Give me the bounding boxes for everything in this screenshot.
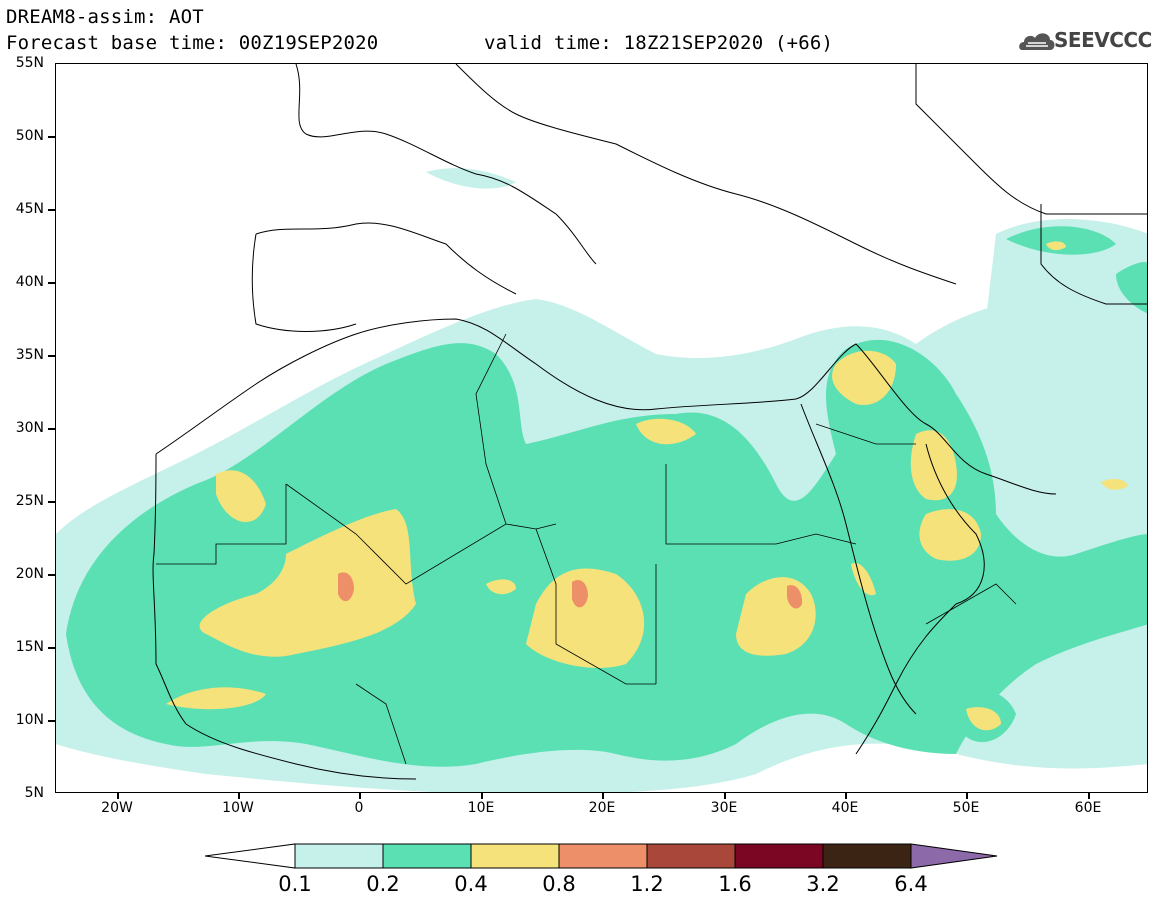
lat-label-50n: 50N	[15, 128, 44, 144]
lat-label-10n: 10N	[15, 712, 44, 728]
colorbar-label-1.2: 1.2	[630, 872, 664, 896]
lat-tick	[48, 355, 55, 357]
colorbar-segment-0.2	[382, 843, 472, 869]
map-canvas	[56, 64, 1147, 792]
aot-field-0.2	[66, 226, 1147, 767]
colorbar-label-0.8: 0.8	[542, 872, 576, 896]
colorbar-segment-0.8	[558, 843, 648, 869]
lat-label-35n: 35N	[15, 347, 44, 363]
lon-tick	[481, 793, 483, 799]
lat-tick	[48, 428, 55, 430]
country-borders	[156, 333, 1017, 765]
coastlines	[152, 64, 1147, 780]
colorbar-segment-1.2	[646, 843, 736, 869]
colorbar-label-1.6: 1.6	[718, 872, 752, 896]
colorbar	[205, 843, 998, 869]
lat-label-55n: 55N	[15, 55, 44, 71]
lat-label-25n: 25N	[15, 493, 44, 509]
lat-label-5n: 5N	[24, 785, 44, 801]
lat-tick	[48, 647, 55, 649]
lon-tick	[238, 793, 240, 799]
lon-tick	[845, 793, 847, 799]
cloud-icon	[1019, 33, 1055, 50]
valid-time: valid time: 18Z21SEP2020 (+66)	[484, 32, 834, 54]
lat-tick	[48, 720, 55, 722]
lon-label-50e: 50E	[952, 800, 980, 816]
lat-tick	[48, 136, 55, 138]
lat-label-20n: 20N	[15, 566, 44, 582]
aot-field-0.8	[338, 572, 803, 609]
lat-label-45n: 45N	[15, 201, 44, 217]
lat-label-15n: 15N	[15, 639, 44, 655]
colorbar-segment-1.6	[734, 843, 824, 869]
lon-tick	[966, 793, 968, 799]
lon-tick	[602, 793, 604, 799]
colorbar-label-0.2: 0.2	[366, 872, 400, 896]
colorbar-segment-3.2	[822, 843, 912, 869]
colorbar-label-3.2: 3.2	[806, 872, 840, 896]
colorbar-label-0.4: 0.4	[454, 872, 488, 896]
lon-label-20w: 20W	[101, 800, 133, 816]
aot-field-0.4	[166, 241, 1128, 731]
base-time: Forecast base time: 00Z19SEP2020	[6, 32, 379, 54]
lon-label-60e: 60E	[1074, 800, 1102, 816]
lat-tick	[48, 501, 55, 503]
colorbar-segment-above	[910, 843, 998, 869]
colorbar-segment-0.4	[470, 843, 560, 869]
lon-label-20e: 20E	[588, 800, 616, 816]
lon-tick	[1088, 793, 1090, 799]
colorbar-segment-0.1	[294, 843, 384, 869]
lon-label-10e: 10E	[467, 800, 495, 816]
lat-label-40n: 40N	[15, 274, 44, 290]
lon-tick	[724, 793, 726, 799]
colorbar-label-0.1: 0.1	[278, 872, 312, 896]
lon-tick	[359, 793, 361, 799]
map-title: DREAM8-assim: AOT	[6, 6, 204, 28]
colorbar-label-6.4: 6.4	[894, 872, 928, 896]
aot-map	[55, 63, 1148, 793]
lon-label-40e: 40E	[831, 800, 859, 816]
lon-label-30e: 30E	[710, 800, 738, 816]
lon-label-0: 0	[354, 800, 364, 816]
lat-label-30n: 30N	[15, 420, 44, 436]
colorbar-segment-below	[205, 843, 296, 869]
logo-text: SEEVCCC	[1054, 28, 1152, 52]
lon-label-10w: 10W	[222, 800, 254, 816]
lat-tick	[48, 574, 55, 576]
forecast-times: Forecast base time: 00Z19SEP2020 valid ti…	[6, 32, 833, 54]
lat-tick	[48, 282, 55, 284]
lon-tick	[117, 793, 119, 799]
lat-tick	[48, 209, 55, 211]
